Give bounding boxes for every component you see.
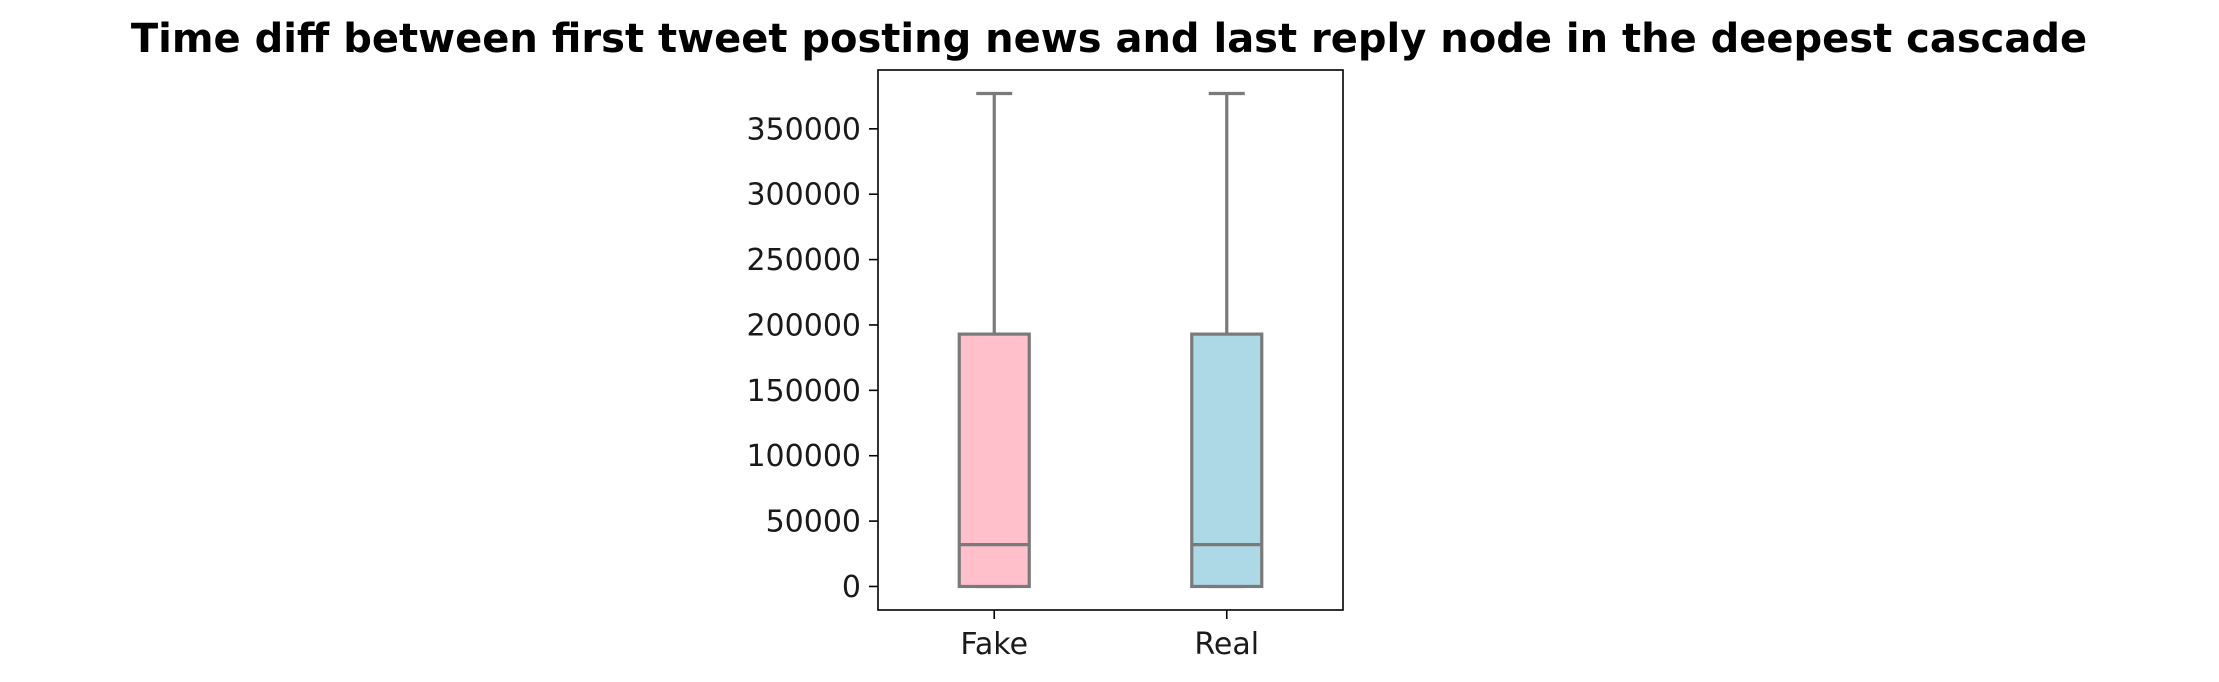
y-tick-label: 200000 [746, 308, 861, 343]
box-body [957, 332, 1031, 589]
y-tick-label: 0 [842, 570, 861, 605]
y-tick-label: 150000 [746, 374, 861, 409]
y-tick-label: 50000 [766, 505, 861, 540]
box-real [1190, 91, 1264, 589]
y-tick-label: 350000 [746, 112, 861, 147]
y-tick-label: 250000 [746, 243, 861, 278]
y-axis: 0 50000 100000 150000 200000 250000 300000 3500… [746, 112, 878, 605]
x-axis: Fake Real [960, 610, 1259, 662]
x-tick-label: Fake [960, 627, 1028, 662]
y-tick-label: 300000 [746, 178, 861, 213]
y-tick-label: 100000 [746, 439, 861, 474]
box-fake [957, 91, 1031, 589]
box-body [1190, 332, 1264, 589]
plot-frame [877, 69, 1344, 611]
boxes [957, 91, 1264, 589]
chart-title: Time diff between first tweet posting ne… [131, 16, 2087, 62]
x-tick-label: Real [1194, 627, 1259, 662]
